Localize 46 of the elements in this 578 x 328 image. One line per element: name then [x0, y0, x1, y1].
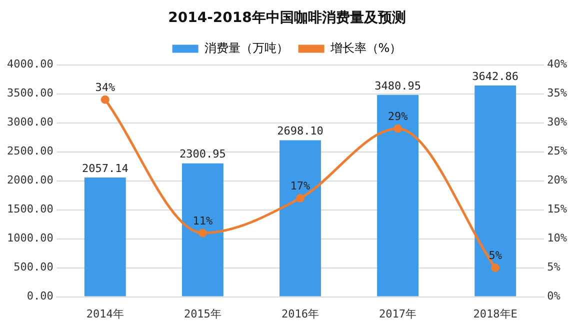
data-label: 2698.10 [277, 124, 324, 138]
data-label: 5% [488, 249, 502, 262]
data-label: 29% [388, 110, 408, 123]
y2-tick-label: 10% [547, 232, 568, 245]
data-label: 11% [192, 214, 213, 228]
y-tick-label: 4000.00 [7, 58, 54, 71]
data-label: 3642.86 [472, 70, 519, 83]
y2-tick-label: 30% [547, 116, 568, 129]
y-tick-label: 0.00 [26, 290, 54, 303]
y-tick-label: 2500.00 [7, 144, 54, 158]
x-tick-label: 2014年 [86, 307, 124, 320]
x-tick-label: 2015年 [184, 307, 222, 320]
y-tick-label: 3000.00 [7, 116, 54, 129]
point [491, 264, 500, 272]
legend-label: 增长率（%） [329, 40, 402, 55]
y-tick-label: 3500.00 [7, 86, 54, 100]
point [100, 95, 110, 104]
bar [280, 140, 321, 296]
legend-label: 消费量（万吨） [204, 40, 288, 55]
bar [84, 177, 126, 296]
data-label: 17% [290, 180, 311, 193]
data-label: 2057.14 [82, 162, 129, 175]
y2-tick-label: 0% [547, 290, 561, 303]
data-label: 2300.95 [180, 148, 226, 161]
y2-tick-label: 25% [547, 144, 568, 158]
data-label: 3480.95 [374, 79, 421, 92]
y2-tick-label: 15% [547, 202, 568, 216]
y2-tick-label: 35% [547, 86, 568, 100]
bar [182, 163, 224, 296]
point [394, 124, 402, 133]
point [198, 228, 207, 238]
y-tick-label: 1500.00 [7, 202, 54, 216]
chart-title: 2014-2018年中国咖啡消费量及预测 [168, 10, 406, 26]
x-tick-label: 2016年 [281, 307, 319, 320]
y2-tick-label: 20% [547, 174, 568, 187]
bar [377, 94, 419, 296]
point [296, 194, 304, 202]
x-tick-label: 2017年 [379, 307, 417, 320]
bar [474, 86, 516, 296]
data-label: 34% [95, 80, 116, 94]
y2-tick-label: 5% [547, 260, 561, 274]
x-tick-label: 2018年E [473, 307, 518, 320]
y-tick-label: 1000.00 [7, 232, 54, 245]
y2-tick-label: 40% [547, 58, 568, 71]
y-tick-label: 2000.00 [7, 174, 54, 187]
y-tick-label: 500.00 [14, 260, 54, 274]
